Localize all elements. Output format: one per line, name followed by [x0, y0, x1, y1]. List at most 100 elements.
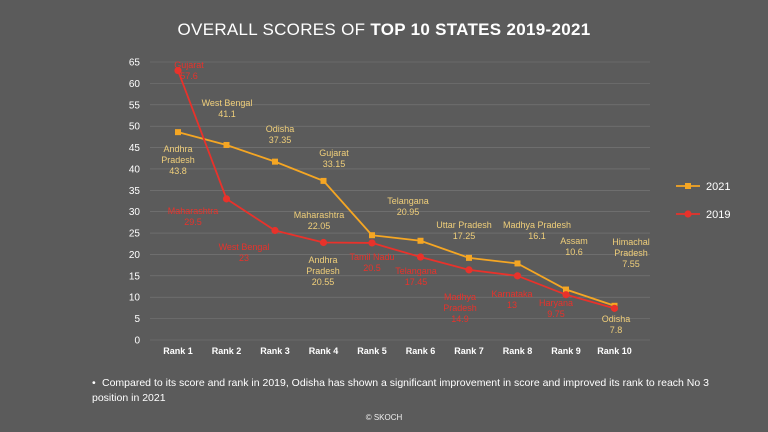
data-label-2019: Pradesh	[443, 303, 477, 313]
data-label-2021: 41.1	[218, 109, 236, 119]
bullet-icon: •	[92, 377, 96, 389]
point-2019	[271, 226, 279, 235]
point-2019	[368, 239, 376, 247]
y-tick-label: 65	[129, 58, 141, 69]
y-tick-label: 5	[134, 314, 140, 325]
data-label-2021: 22.05	[308, 221, 331, 231]
data-label-2021: Pradesh	[614, 248, 648, 258]
x-tick-label: Rank 7	[454, 346, 484, 356]
point-2019	[174, 66, 182, 75]
data-label-2021: Gujarat	[319, 148, 349, 158]
data-label-2021: Andhra	[163, 144, 192, 154]
data-label-2019: Madhya	[444, 292, 476, 302]
data-label-2021: Himachal	[612, 237, 650, 247]
point-2021	[272, 158, 278, 165]
y-tick-label: 0	[134, 336, 140, 347]
point-2019	[319, 238, 328, 247]
x-tick-label: Rank 5	[357, 346, 387, 356]
data-label-2021: 20.55	[312, 277, 335, 287]
point-2019	[222, 195, 231, 203]
point-2021	[417, 237, 424, 244]
x-tick-label: Rank 4	[309, 346, 339, 356]
data-label-2019: Gujarat	[174, 60, 204, 70]
data-label-2019: Tamil Nadu	[349, 252, 394, 262]
data-label-2021: Odisha	[266, 124, 295, 134]
legend-label-2019: 2019	[706, 209, 730, 221]
x-tick-label: Rank 6	[406, 346, 436, 356]
data-label-2019: 23	[239, 253, 249, 263]
data-label-2019: West Bengal	[219, 242, 270, 252]
data-label-2021: Uttar Pradesh	[436, 220, 492, 230]
y-tick-label: 30	[129, 207, 141, 218]
x-tick-label: Rank 3	[260, 346, 290, 356]
point-2021	[320, 177, 327, 184]
y-tick-label: 20	[129, 250, 141, 261]
y-tick-label: 60	[129, 79, 141, 90]
legend-marker-2021	[685, 183, 691, 189]
y-tick-label: 40	[129, 164, 141, 175]
data-label-2021: 43.8	[169, 166, 187, 176]
footnote-text: Compared to its score and rank in 2019, …	[92, 377, 709, 404]
data-label-2019: Haryana	[539, 298, 573, 308]
x-tick-label: Rank 9	[551, 346, 581, 356]
data-label-2019: Karnataka	[491, 289, 532, 299]
point-2021	[466, 254, 472, 261]
x-tick-label: Rank 2	[212, 346, 242, 356]
data-label-2021: 17.25	[453, 231, 476, 241]
data-label-2021: Telangana	[387, 196, 429, 206]
point-2021	[514, 260, 521, 267]
footnote: • Compared to its score and rank in 2019,…	[92, 376, 732, 406]
x-tick-label: Rank 1	[163, 346, 193, 356]
data-label-2021: West Bengal	[202, 98, 253, 108]
y-tick-label: 35	[129, 186, 141, 197]
data-label-2021: 37.35	[269, 135, 292, 145]
y-tick-label: 15	[129, 271, 141, 282]
legend-label-2021: 2021	[706, 181, 730, 193]
point-2019	[513, 272, 522, 280]
data-label-2021: 20.95	[397, 207, 420, 217]
chart-title: OVERALL SCORES OF TOP 10 STATES 2019-202…	[0, 20, 768, 40]
data-label-2019: 9.75	[547, 309, 565, 319]
y-tick-label: 45	[129, 143, 141, 154]
data-label-2021: Pradesh	[161, 155, 195, 165]
point-2019	[465, 266, 473, 274]
data-label-2019: 13	[507, 300, 517, 310]
data-label-2019: 17.45	[405, 277, 428, 287]
legend-marker-2019	[684, 210, 692, 218]
point-2021	[175, 129, 181, 136]
y-tick-label: 25	[129, 229, 141, 240]
point-2019	[562, 291, 570, 299]
x-tick-label: Rank 8	[503, 346, 533, 356]
data-label-2021: 10.6	[565, 247, 583, 257]
data-label-2021: Maharashtra	[294, 210, 345, 220]
data-label-2019: Telangana	[395, 266, 437, 276]
data-label-2021: 7.8	[610, 325, 623, 335]
copyright: © SKOCH	[365, 413, 403, 422]
data-label-2019: 20.5	[363, 263, 381, 273]
title-bold: TOP 10 STATES 2019-2021	[370, 20, 591, 39]
series-line-2021	[177, 131, 615, 307]
y-tick-label: 55	[129, 100, 141, 111]
data-label-2019: 14.9	[451, 314, 469, 324]
data-label-2021: 7.55	[622, 259, 640, 269]
data-label-2021: Madhya Pradesh	[503, 220, 571, 230]
data-label-2021: Pradesh	[306, 266, 340, 276]
data-label-2021: Andhra	[308, 255, 337, 265]
data-label-2019: Maharashtra	[168, 206, 219, 216]
data-label-2021: Assam	[560, 236, 588, 246]
x-tick-label: Rank 10	[597, 346, 632, 356]
y-tick-label: 10	[129, 293, 141, 304]
data-label-2019: 57.6	[180, 71, 198, 81]
point-2021	[223, 141, 230, 148]
point-2019	[610, 304, 619, 312]
y-tick-label: 50	[129, 122, 141, 133]
point-2021	[563, 286, 569, 293]
series-line-2019	[177, 70, 615, 310]
data-label-2019: 29.5	[184, 217, 202, 227]
data-label-2021: Odisha	[602, 314, 631, 324]
data-label-2021: 16.1	[528, 231, 546, 241]
point-2019	[416, 253, 425, 261]
data-label-2021: 33.15	[323, 159, 346, 169]
